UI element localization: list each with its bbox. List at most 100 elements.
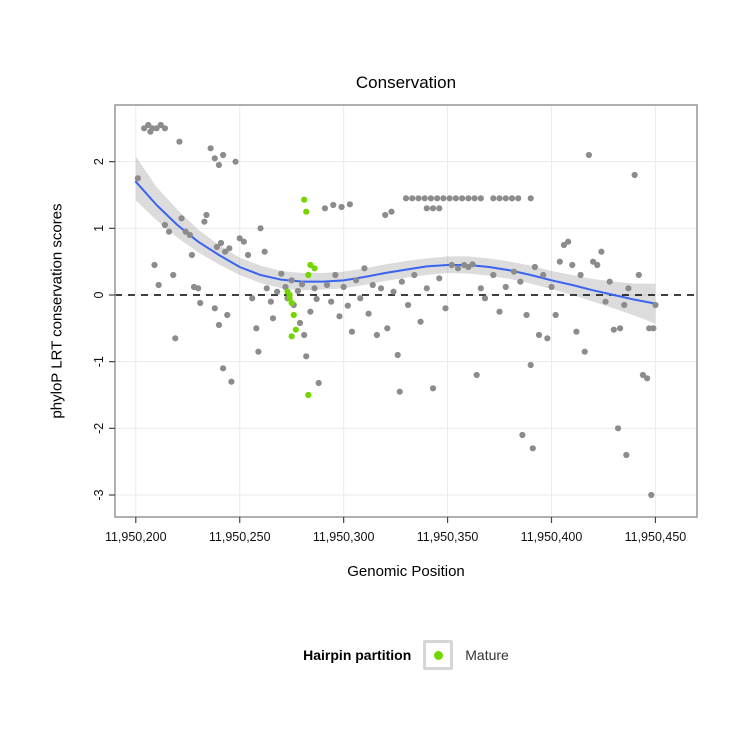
conservation-point: [429, 205, 437, 212]
conservation-point: [257, 225, 264, 232]
conservation-point: [411, 271, 418, 279]
conservation-point: [496, 195, 503, 202]
conservation-point: [303, 353, 310, 360]
conservation-point: [153, 125, 160, 132]
conservation-point: [165, 228, 173, 235]
conservation-point: [155, 281, 162, 289]
x-tick-label: 11,950,350: [417, 530, 479, 544]
conservation-point: [496, 308, 503, 315]
conservation-point: [377, 285, 385, 292]
conservation-point: [606, 278, 613, 285]
conservation-point: [236, 235, 243, 242]
conservation-point: [623, 451, 630, 459]
conservation-point: [147, 128, 154, 135]
conservation-point: [263, 285, 270, 292]
conservation-point: [471, 195, 478, 202]
conservation-point: [394, 351, 401, 359]
x-tick-label: 11,950,300: [313, 530, 375, 544]
conservation-point: [315, 379, 322, 387]
conservation-point: [508, 195, 516, 202]
conservation-point: [261, 248, 268, 255]
conservation-point: [527, 361, 534, 369]
conservation-point: [161, 125, 168, 132]
mature-point: [301, 196, 308, 203]
conservation-point: [217, 239, 225, 247]
conservation-point: [323, 281, 331, 289]
chart-title: Conservation: [355, 73, 457, 92]
conservation-point: [409, 195, 416, 202]
conservation-point: [535, 331, 543, 339]
conservation-point: [219, 151, 227, 159]
conservation-point: [207, 145, 214, 152]
mature-point: [305, 271, 312, 279]
conservation-point: [423, 205, 430, 212]
conservation-point: [477, 195, 484, 202]
conservation-point: [197, 299, 204, 307]
conservation-point: [398, 278, 405, 285]
conservation-point: [313, 295, 320, 303]
mature-point: [290, 311, 297, 319]
conservation-point: [502, 195, 509, 202]
conservation-point: [635, 271, 642, 279]
conservation-point: [423, 285, 430, 292]
conservation-point: [610, 326, 617, 333]
conservation-point: [589, 258, 597, 265]
conservation-point: [510, 268, 518, 275]
conservation-point: [544, 335, 551, 342]
mature-point: [305, 391, 312, 399]
conservation-point: [294, 287, 302, 295]
conservation-point: [278, 270, 285, 277]
x-tick-label: 11,950,200: [105, 530, 167, 544]
conservation-point: [274, 288, 281, 295]
conservation-point: [255, 348, 262, 355]
conservation-point: [490, 195, 497, 202]
conservation-point: [417, 318, 424, 325]
conservation-point: [215, 321, 223, 329]
conservation-point: [602, 298, 609, 305]
y-tick-label: 2: [92, 158, 106, 165]
conservation-point: [195, 285, 202, 292]
conservation-point: [594, 261, 601, 269]
conservation-point: [332, 271, 339, 279]
conservation-point: [465, 195, 472, 202]
conservation-point: [454, 265, 462, 272]
conservation-point: [577, 271, 584, 279]
conservation-point: [301, 331, 308, 339]
conservation-point: [415, 195, 422, 202]
conservation-point: [631, 171, 638, 179]
conservation-point: [244, 251, 252, 259]
conservation-point: [353, 277, 360, 284]
conservation-point: [307, 308, 314, 315]
conservation-point: [213, 243, 220, 251]
conservation-point: [388, 208, 395, 215]
conservation-point: [639, 371, 647, 379]
legend-key-box: [423, 640, 454, 670]
conservation-point: [404, 301, 412, 309]
conservation-point: [652, 301, 659, 309]
y-tick-label: -2: [92, 423, 106, 434]
conservation-point: [540, 271, 547, 279]
conservation-point: [203, 211, 210, 219]
conservation-point: [434, 195, 441, 202]
conservation-point: [357, 295, 364, 302]
conservation-point: [369, 281, 376, 289]
conservation-point: [519, 431, 526, 439]
conservation-point: [556, 258, 563, 265]
conservation-point: [427, 195, 435, 202]
conservation-point: [598, 248, 605, 255]
y-tick-label: -1: [92, 356, 106, 367]
y-tick-label: -3: [92, 489, 106, 500]
conservation-point: [182, 228, 189, 235]
conservation-point: [548, 283, 555, 291]
mature-point: [303, 208, 310, 215]
conservation-point: [469, 261, 476, 268]
conservation-point: [141, 125, 148, 132]
conservation-point: [344, 302, 351, 309]
conservation-point: [515, 195, 522, 202]
mature-point-icon: [433, 650, 443, 660]
conservation-point: [585, 151, 593, 159]
conservation-point: [560, 241, 568, 249]
conservation-point: [459, 195, 466, 202]
y-tick-label: 0: [92, 291, 106, 298]
conservation-point: [382, 211, 389, 219]
